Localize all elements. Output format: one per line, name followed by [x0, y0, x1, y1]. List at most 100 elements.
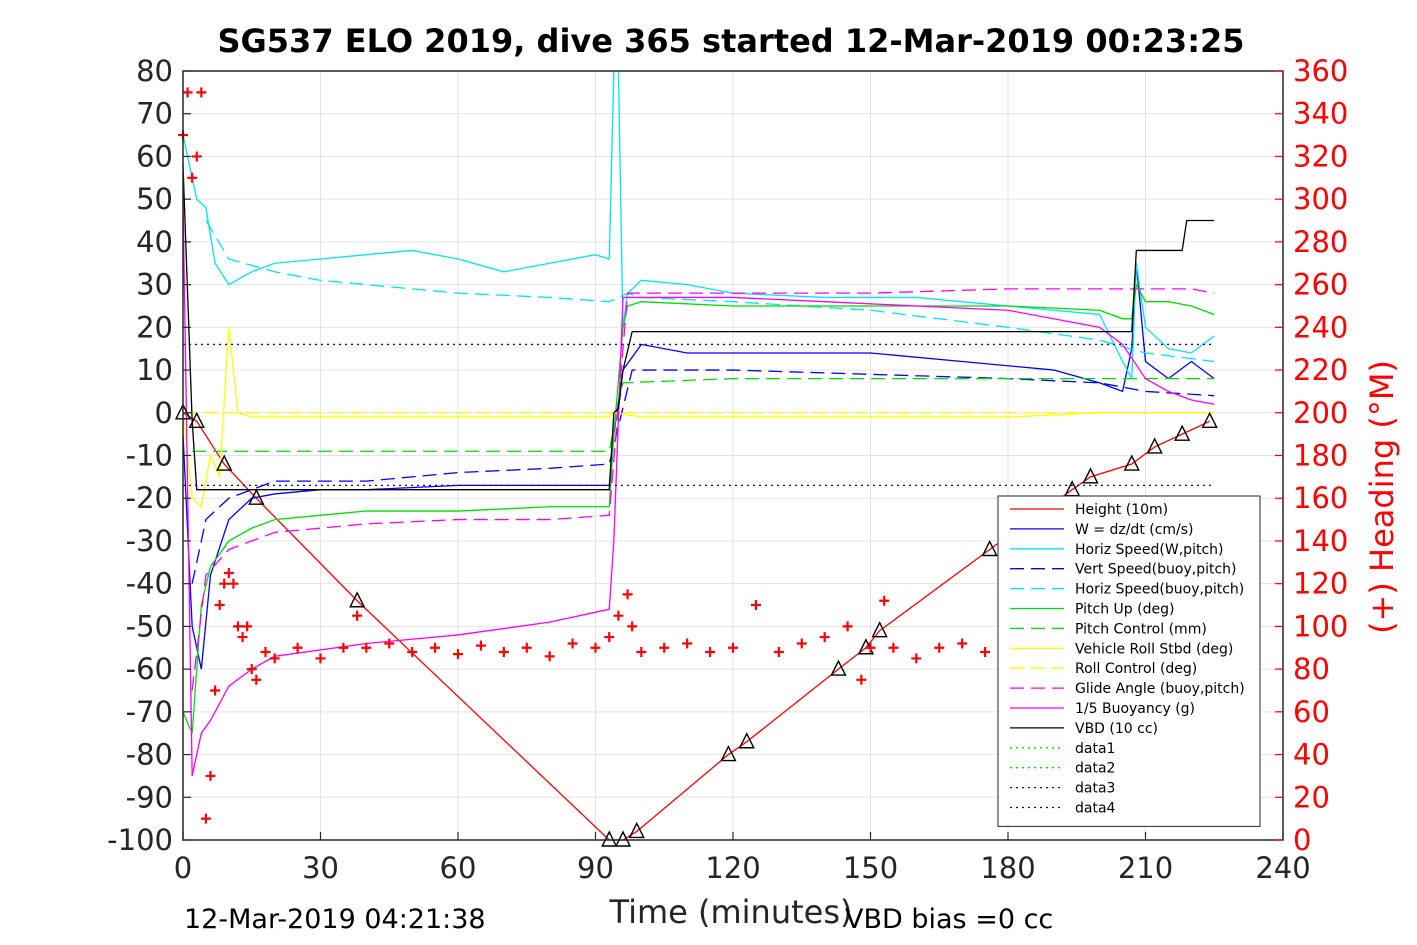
y2-tick-label: 240	[1293, 310, 1348, 344]
heading-point	[228, 578, 239, 589]
y2-tick-label: 300	[1293, 182, 1348, 216]
heading-point	[627, 621, 638, 632]
series-horiz-speed-w-pitch	[182, 70, 1215, 382]
heading-point	[682, 638, 693, 649]
x-tick-label: 240	[1255, 851, 1310, 885]
legend-box	[997, 495, 1261, 827]
legend-entry: Pitch Control (mm)	[1075, 621, 1207, 637]
y2-tick-label: 80	[1293, 652, 1330, 686]
heading-point	[879, 595, 890, 606]
series-pitch-up-deg	[182, 282, 1215, 734]
heading-point	[888, 642, 899, 653]
x-tick-label: 60	[440, 851, 477, 885]
height-marker	[1174, 424, 1191, 441]
legend-entry: Horiz Speed(buoy,pitch)	[1075, 582, 1244, 598]
y-tick-label: 70	[136, 97, 173, 131]
heading-point	[219, 578, 230, 589]
heading-point	[567, 638, 578, 649]
height-marker	[1146, 437, 1163, 454]
heading-point	[957, 638, 968, 649]
legend-entry: Horiz Speed(W,pitch)	[1075, 542, 1223, 558]
x-tick-label: 120	[705, 851, 760, 885]
y-tick-label: -80	[126, 738, 173, 772]
heading-point	[819, 632, 830, 643]
y-tick-label: -90	[126, 780, 173, 814]
heading-point	[292, 642, 303, 653]
y2-tick-label: 0	[1293, 823, 1311, 857]
heading-point	[260, 647, 271, 658]
heading-point	[498, 647, 509, 658]
plot-area	[174, 70, 1218, 847]
x-tick-label: 210	[1118, 851, 1173, 885]
y2-tick-label: 60	[1293, 695, 1330, 729]
heading-point	[246, 664, 257, 675]
heading-point	[315, 653, 326, 664]
y-tick-label: -40	[126, 567, 173, 601]
heading-point	[196, 87, 207, 98]
legend-entry: Pitch Up (deg)	[1075, 602, 1174, 618]
chart-title: SG537 ELO 2019, dive 365 started 12-Mar-…	[217, 22, 1244, 60]
height-marker	[614, 830, 632, 847]
y2-tick-label: 160	[1293, 481, 1348, 515]
height-marker	[1082, 467, 1099, 484]
heading-point	[980, 647, 991, 658]
legend-entry: Roll Control (deg)	[1075, 661, 1197, 677]
legend-entry: 1/5 Buoyancy (g)	[1075, 701, 1195, 717]
y-tick-label: 30	[136, 268, 173, 302]
heading-point	[182, 87, 193, 98]
height-marker	[830, 659, 847, 676]
y2-tick-label: 320	[1293, 139, 1348, 173]
legend-entry: data2	[1075, 761, 1115, 777]
heading-point	[590, 642, 601, 653]
x-axis-label: Time (minutes)	[609, 893, 853, 931]
y-tick-label: -20	[126, 481, 173, 515]
series-vehicle-roll-stbd-deg	[182, 327, 1215, 509]
heading-point	[934, 642, 945, 653]
y-tick-label: 20	[136, 310, 173, 344]
x-tick-label: 150	[843, 851, 898, 885]
height-marker	[1123, 454, 1140, 471]
heading-point	[773, 647, 784, 658]
heading-point	[865, 642, 876, 653]
y-tick-label: -10	[126, 439, 173, 473]
heading-point	[223, 567, 234, 578]
heading-point	[384, 638, 395, 649]
heading-point	[191, 151, 202, 162]
height-marker	[720, 744, 737, 762]
legend-entry: Glide Angle (buoy,pitch)	[1075, 681, 1245, 697]
heading-point	[521, 642, 532, 653]
height-marker	[1201, 411, 1218, 429]
heading-point	[407, 647, 418, 658]
heading-point	[242, 621, 253, 632]
y2-tick-label: 220	[1293, 353, 1348, 387]
heading-point	[613, 610, 624, 621]
axis-ticks: 0 30 60 90 120 150 180 210 24080706050403020100-…	[107, 54, 1348, 885]
y2-tick-label: 180	[1293, 439, 1348, 473]
heading-point	[361, 642, 372, 653]
heading-point	[659, 642, 670, 653]
x-tick-label: 90	[577, 851, 614, 885]
heading-point	[796, 638, 807, 649]
height-marker	[601, 830, 618, 847]
heading-point	[750, 600, 761, 611]
heading-point	[705, 647, 716, 658]
heading-point	[728, 642, 738, 653]
y-tick-label: -100	[107, 823, 173, 857]
height-marker	[981, 539, 998, 557]
y2-tick-label: 360	[1293, 54, 1348, 88]
height-marker	[349, 591, 366, 608]
heading-point	[338, 642, 349, 653]
heading-point	[475, 640, 486, 651]
x-tick-label: 30	[302, 851, 339, 885]
heading-point	[622, 589, 633, 600]
x-tick-label: 0	[174, 851, 192, 885]
y-tick-label: 60	[136, 139, 173, 173]
heading-point	[636, 647, 647, 658]
y-tick-label: -30	[126, 524, 173, 558]
y-tick-label: -60	[126, 652, 173, 686]
legend-entry: data3	[1075, 781, 1115, 797]
series-pitch-control-mm	[192, 377, 1215, 452]
heading-point	[352, 610, 363, 621]
heading-point	[842, 621, 853, 632]
